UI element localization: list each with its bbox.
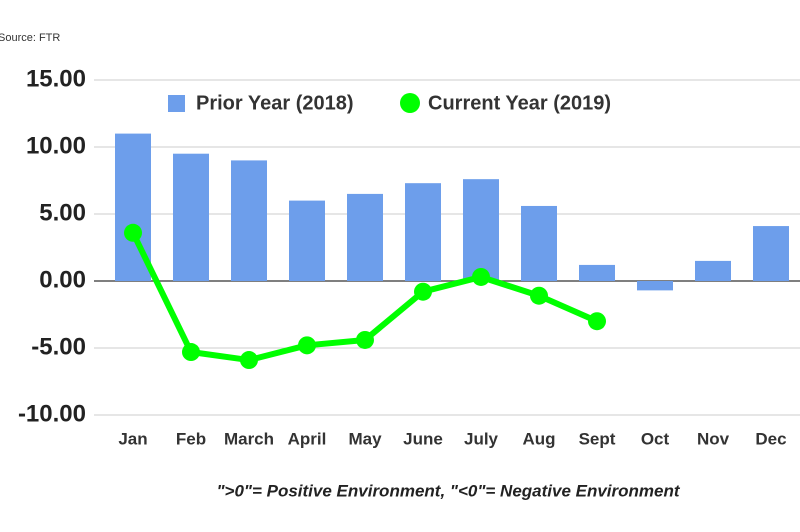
source-note: Source: FTR (0, 32, 60, 44)
x-tick-label: Sept (579, 429, 616, 448)
y-tick-label: -10.00 (18, 400, 86, 427)
annotation: ">0"= Positive Environment, "<0"= Negati… (216, 481, 680, 500)
x-tick-label: Aug (522, 429, 555, 448)
x-tick-label: Nov (697, 429, 730, 448)
legend-swatch (400, 93, 420, 113)
x-tick-label: April (288, 429, 327, 448)
bar (405, 183, 441, 281)
y-tick-label: 0.00 (39, 266, 86, 293)
line-point (298, 336, 316, 355)
bar (695, 260, 731, 281)
line-point (472, 267, 490, 286)
line-point (356, 330, 374, 349)
bar (637, 281, 673, 291)
x-tick-label: Jan (118, 429, 147, 448)
bar (347, 193, 383, 281)
bar (753, 226, 789, 281)
y-tick-label: 15.00 (26, 65, 86, 92)
y-tick-label: 10.00 (26, 132, 86, 159)
x-tick-label: June (403, 429, 443, 448)
line-point (414, 282, 432, 301)
x-tick-label: Feb (176, 429, 206, 448)
x-tick-label: Dec (755, 429, 786, 448)
line-point (124, 223, 142, 242)
bar (231, 160, 267, 281)
line-point (182, 343, 200, 362)
x-tick-label: May (348, 429, 382, 448)
line-point (530, 286, 548, 305)
line-point (240, 351, 258, 370)
x-tick-label: Oct (641, 429, 670, 448)
legend-swatch (168, 95, 185, 112)
legend-label: Current Year (2019) (428, 92, 611, 114)
legend-label: Prior Year (2018) (196, 92, 354, 114)
bar (463, 179, 499, 281)
bar (521, 205, 557, 281)
bar (173, 153, 209, 281)
bar (579, 264, 615, 281)
bar (289, 200, 325, 281)
y-tick-label: 5.00 (39, 199, 86, 226)
line-point (588, 312, 606, 331)
x-tick-label: March (224, 429, 274, 448)
y-tick-label: -5.00 (31, 333, 86, 360)
x-tick-label: July (464, 429, 499, 448)
